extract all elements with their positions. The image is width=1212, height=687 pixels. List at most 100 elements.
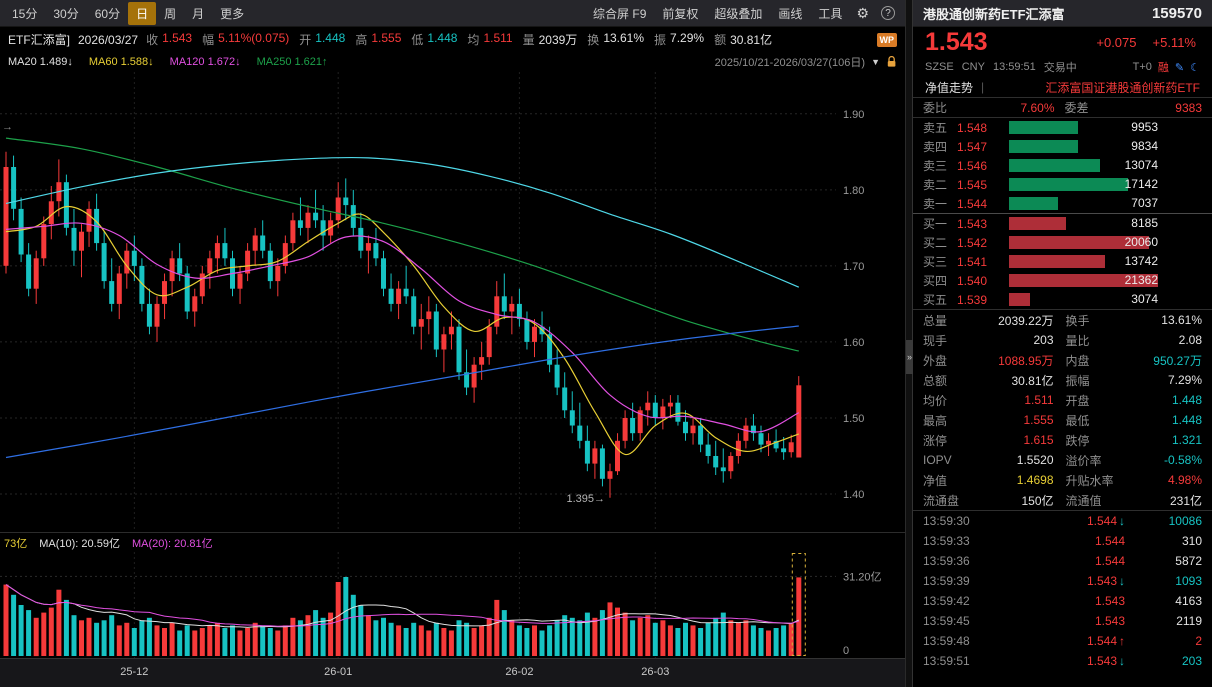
volume-chart[interactable]: 31.20亿 0 [0, 552, 905, 658]
depth-bar [1009, 140, 1078, 153]
ma-labels: MA20 1.489↓ MA60 1.588↓ MA120 1.672↓ MA250 … [8, 56, 328, 68]
bid-row[interactable]: 买五 1.539 3074 [913, 290, 1212, 309]
stats-row: IOPV 1.5520 溢价率 -0.58% [913, 450, 1212, 470]
exchange-label: SZSE [925, 61, 954, 73]
volume-ma10-label: MA(10): 20.59亿 [39, 537, 120, 550]
ma-indicator-row: MA20 1.489↓ MA60 1.588↓ MA120 1.672↓ MA250 … [0, 52, 905, 72]
stat-label: 跌停 [1065, 433, 1090, 448]
book-depth: 13742 [1009, 255, 1158, 268]
pencil-icon[interactable]: ✎ [1174, 61, 1185, 74]
collapse-panel-button[interactable]: » [906, 340, 913, 374]
book-depth: 21362 [1009, 274, 1158, 287]
ask-row[interactable]: 卖一 1.544 7037 [913, 194, 1212, 213]
field-value: 1.448 [427, 31, 458, 45]
svg-text:1.60: 1.60 [843, 337, 864, 349]
book-level-label: 买二 [923, 236, 948, 250]
stats-row: 总额 30.81亿 振幅 7.29% [913, 370, 1212, 390]
toolbar-button[interactable]: 画线 [778, 6, 803, 21]
instrument-code: 159570 [1151, 4, 1202, 22]
dropdown-icon[interactable]: ▼ [871, 57, 880, 67]
weicha-label: 委差 [1064, 101, 1089, 115]
stat-value: 7.29% [1167, 373, 1202, 387]
book-price: 1.547 [957, 139, 988, 154]
gear-icon[interactable]: ⚙ [856, 4, 869, 21]
field-label: 额 [714, 33, 727, 47]
book-depth: 13074 [1009, 159, 1158, 172]
time-axis: 25-12 26-01 26-02 26-03 [0, 658, 905, 687]
help-icon[interactable]: ? [881, 6, 895, 20]
tick-time: 13:59:45 [923, 614, 970, 628]
field-pair: 换 13.61% [587, 31, 644, 48]
tick-volume: 4163 [1175, 594, 1202, 608]
depth-bar [1009, 274, 1158, 287]
stat-value: 231亿 [1169, 493, 1202, 508]
stat-label: 涨停 [923, 433, 948, 448]
period-tab-日[interactable]: 日 [128, 1, 157, 25]
ask-row[interactable]: 卖三 1.546 13074 [913, 156, 1212, 175]
svg-text:1.50: 1.50 [843, 413, 864, 425]
nav-separator: | [981, 80, 985, 94]
ask-row[interactable]: 卖二 1.545 17142 [913, 175, 1212, 194]
book-price: 1.542 [957, 235, 988, 250]
lock-icon[interactable] [886, 56, 897, 68]
period-tab-月[interactable]: 月 [192, 6, 205, 21]
fund-name-link[interactable]: 汇添富国证港股通创新药ETF [1045, 80, 1200, 95]
field-value: 1.448 [315, 31, 346, 45]
field-pair: 低 1.448 [411, 31, 457, 48]
tick-price: 1.544 [1086, 514, 1117, 528]
toolbar-button[interactable]: 综合屏 F9 [593, 6, 647, 21]
stat-value: 1.4698 [1016, 473, 1054, 487]
tick-volume: 310 [1181, 534, 1202, 548]
axis-label-26-01: 26-01 [324, 666, 353, 678]
period-tab-15分[interactable]: 15分 [12, 6, 38, 21]
tick-row: 13:59:39 1.543 ↓ 1093 [913, 571, 1212, 591]
toolbar-button[interactable]: 超级叠加 [714, 6, 763, 21]
book-depth: 20060 [1009, 236, 1158, 249]
bid-row[interactable]: 买一 1.543 8185 [913, 214, 1212, 233]
stat-value: 4.98% [1167, 473, 1202, 487]
book-volume: 9953 [1131, 120, 1158, 134]
field-value: 30.81亿 [730, 33, 773, 47]
stat-label: 升贴水率 [1065, 473, 1114, 488]
nav-tab-row: 净值走势 | 汇添富国证港股通创新药ETF [913, 77, 1212, 98]
period-tab-60分[interactable]: 60分 [94, 6, 121, 21]
wp-badge[interactable]: WP [876, 32, 897, 47]
tick-price-group: 1.543 [997, 614, 1125, 628]
book-price: 1.541 [957, 254, 988, 269]
ma-label-MA20: MA20 1.489↓ [8, 56, 73, 68]
arrow-up-icon: ↑ [1119, 634, 1125, 648]
instrument-header: 港股通创新药ETF汇添富 159570 [913, 0, 1212, 27]
svg-text:1.80: 1.80 [843, 185, 864, 197]
stat-value: 2039.22万 [998, 313, 1054, 328]
moon-icon[interactable]: ☾ [1190, 61, 1200, 74]
more-button[interactable]: 更多 [220, 6, 245, 21]
ohlc-fields: 收 1.543 幅 5.11%(0.075) 开 1.448 高 1.555 低 1.448 均 1.… [146, 31, 782, 48]
tick-time: 13:59:33 [923, 534, 970, 548]
axis-label-25-12: 25-12 [120, 666, 149, 678]
toolbar-button[interactable]: 工具 [818, 6, 843, 21]
book-level-label: 卖五 [923, 121, 948, 135]
period-tab-周[interactable]: 周 [164, 6, 177, 21]
depth-bar [1009, 217, 1067, 230]
arrow-down-icon: ↓ [1119, 574, 1125, 588]
depth-bar [1009, 121, 1079, 134]
stat-value: 30.81亿 [1011, 373, 1054, 388]
stats-grid: 总量 2039.22万 换手 13.61% 现手 203 量比 2.08 外盘 1088.95万内… [913, 309, 1212, 510]
field-pair: 高 1.555 [355, 31, 401, 48]
bid-row[interactable]: 买三 1.541 13742 [913, 252, 1212, 271]
tick-row: 13:59:42 1.543 4163 [913, 591, 1212, 611]
field-value: 1.511 [483, 31, 513, 45]
stat-label: 现手 [923, 333, 948, 348]
tab-nav-trend[interactable]: 净值走势 [925, 80, 974, 95]
field-label: 低 [411, 33, 424, 47]
instrument-name: 港股通创新药ETF汇添富 [923, 6, 1065, 22]
ask-row[interactable]: 卖四 1.547 9834 [913, 137, 1212, 156]
toolbar-button[interactable]: 前复权 [662, 6, 699, 21]
margin-badge: 融 [1157, 62, 1169, 74]
bid-row[interactable]: 买二 1.542 20060 [913, 233, 1212, 252]
price-chart[interactable]: 1.90 1.80 1.70 1.60 1.50 1.40 1.395→ → [0, 72, 905, 532]
tick-price-group: 1.543 ↓ [997, 574, 1125, 588]
ask-row[interactable]: 卖五 1.548 9953 [913, 118, 1212, 137]
period-tab-30分[interactable]: 30分 [53, 6, 79, 21]
bid-row[interactable]: 买四 1.540 21362 [913, 271, 1212, 290]
